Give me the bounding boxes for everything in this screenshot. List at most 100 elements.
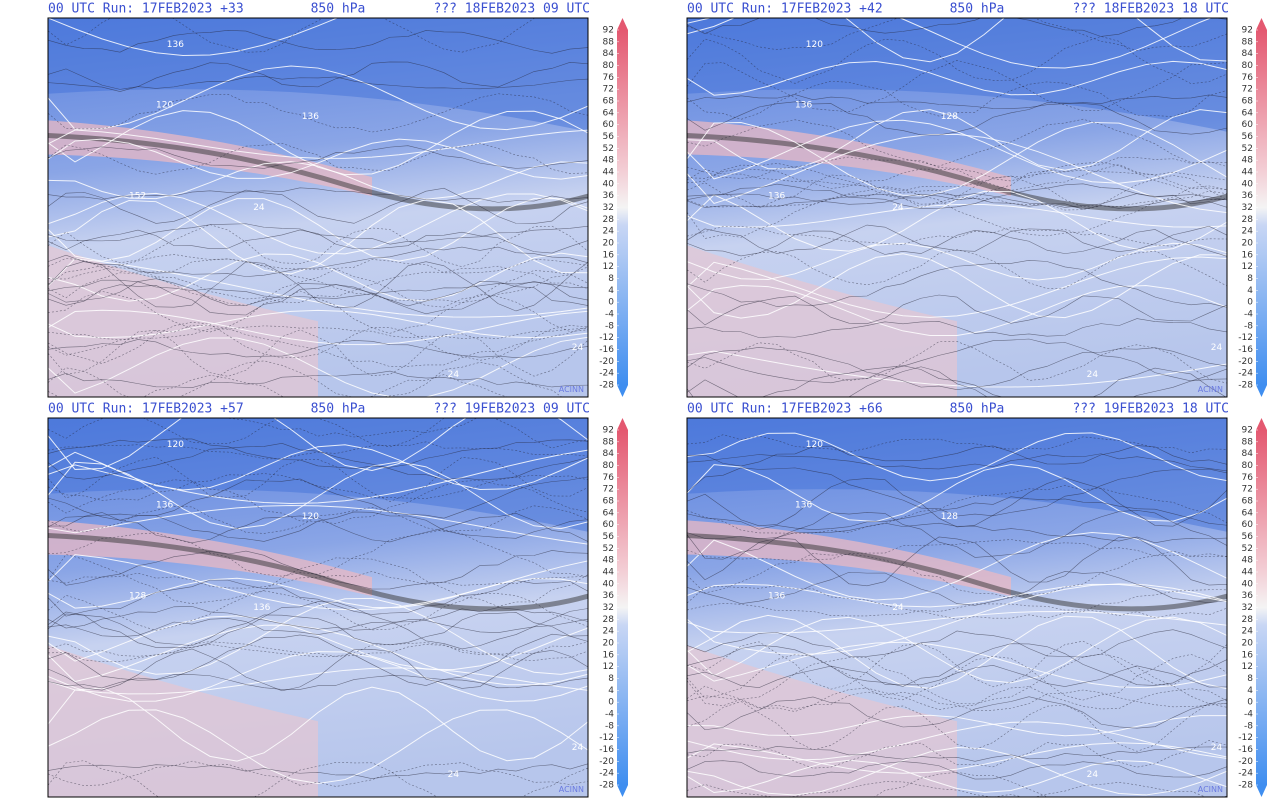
contour-label: 24 <box>1211 743 1223 753</box>
isohypse <box>48 258 588 318</box>
colorbar-label: 48 <box>603 556 615 566</box>
isotherm <box>48 18 537 53</box>
colorbar-label: 24 <box>1242 627 1254 637</box>
isohypse <box>48 554 588 611</box>
colorbar-label: 40 <box>603 179 615 189</box>
colorbar-label: 72 <box>1242 485 1253 495</box>
colorbar-label: -4 <box>605 710 614 720</box>
isotherm <box>687 366 1227 397</box>
map: 120 136 120 128 136 24 24 <box>48 418 588 797</box>
isotherm <box>48 324 588 367</box>
isotherm <box>687 60 1227 113</box>
colorbar-label: -28 <box>599 381 614 391</box>
colorbar-label: 24 <box>1242 227 1254 237</box>
colorbar-label: -20 <box>599 357 614 367</box>
contour-label: 136 <box>795 501 812 511</box>
colorbar-label: 24 <box>603 227 615 237</box>
colorbar-label: 36 <box>1242 591 1254 601</box>
colorbar-label: 64 <box>603 108 615 118</box>
colorbar-label: 48 <box>1242 556 1254 566</box>
colorbar-label: 88 <box>603 37 615 47</box>
isotherm <box>687 740 1227 769</box>
isotherm <box>48 443 588 481</box>
colorbar-label: 76 <box>603 473 615 483</box>
colorbar-label: 28 <box>603 615 615 625</box>
front <box>687 132 1227 212</box>
isotherm <box>48 579 588 617</box>
isotherm <box>48 187 588 203</box>
panel: 00 UTC Run: 17FEB2023 +42 850 hPa ??? 18FE… <box>686 2 1267 398</box>
colorbar-label: 60 <box>603 120 615 130</box>
isohypse <box>687 463 1227 522</box>
colorbar-label: -8 <box>605 321 614 331</box>
isotherm <box>687 229 1227 257</box>
colorbar-label: 76 <box>1242 73 1254 83</box>
isohypse <box>687 133 1227 214</box>
colorbar-label: 40 <box>603 579 615 589</box>
contour-label: 136 <box>156 501 173 511</box>
contour-label: 120 <box>806 40 823 50</box>
isotherm <box>687 193 1227 210</box>
colorbar <box>1256 30 1267 385</box>
contour-label: 24 <box>1087 770 1099 780</box>
isohypse <box>687 610 1227 634</box>
map: 136 120 136 152 24 24 24 <box>48 18 588 397</box>
isotherm <box>48 763 588 779</box>
colorbar-label: 40 <box>1242 579 1254 589</box>
cold-area <box>48 418 588 532</box>
isotherm <box>687 101 1227 136</box>
colorbar-label: -12 <box>599 333 614 343</box>
isotherm <box>48 505 588 534</box>
level-label: 850 hPa <box>950 2 1005 17</box>
colorbar-label: 80 <box>1242 461 1254 471</box>
colorbar-label: 92 <box>1242 426 1253 436</box>
level-label: 850 hPa <box>311 2 366 17</box>
colorbar-label: 92 <box>1242 26 1253 36</box>
colorbar-label: 84 <box>603 49 615 59</box>
map: 120 136 128 136 24 24 24 <box>687 418 1227 797</box>
level-label: 850 hPa <box>950 402 1005 417</box>
colorbar-label: 48 <box>1242 156 1254 166</box>
valid-label: ??? 19FEB2023 09 UTC <box>433 402 590 417</box>
colorbar-label: 92 <box>603 426 614 436</box>
colorbar-label: 8 <box>1247 674 1253 684</box>
colorbar-label: 52 <box>1242 144 1253 154</box>
colorbar-label: 12 <box>603 662 614 672</box>
colorbar-label: 76 <box>1242 473 1254 483</box>
colorbar-label: -28 <box>599 781 614 791</box>
colorbar-label: 56 <box>603 132 615 142</box>
isohypse <box>48 198 588 262</box>
colorbar-label: -4 <box>1244 310 1253 320</box>
colorbar-label: 16 <box>603 650 615 660</box>
isotherm <box>687 653 1227 707</box>
colorbar-label: 68 <box>603 97 615 107</box>
run-label: 00 UTC Run: 17FEB2023 +33 <box>48 2 244 17</box>
isotherm <box>687 445 1227 467</box>
contour-label: 24 <box>572 343 584 353</box>
isohypse <box>48 651 588 702</box>
credit: ACINN <box>559 785 584 794</box>
colorbar-label: 72 <box>1242 85 1253 95</box>
colorbar-label: 64 <box>1242 508 1254 518</box>
isotherm <box>687 224 1227 254</box>
contour-label: 24 <box>892 203 904 213</box>
colorbar-label: 20 <box>603 239 615 249</box>
colorbar-label: -16 <box>1238 745 1253 755</box>
colorbar-label: 0 <box>608 698 614 708</box>
isohypse <box>48 615 588 671</box>
isotherm <box>687 294 1227 326</box>
isotherm <box>48 370 588 388</box>
colorbar-label: -24 <box>599 769 614 779</box>
isohypse <box>48 192 588 255</box>
colorbar-bottom <box>1256 785 1267 797</box>
isohypse <box>48 667 588 695</box>
isotherm <box>687 183 1227 209</box>
isohypse <box>48 110 588 176</box>
isotherm <box>687 226 1227 247</box>
isotherm <box>48 590 588 631</box>
colorbar-label: -28 <box>1238 381 1253 391</box>
colorbar-label: 20 <box>603 639 615 649</box>
colorbar-label: 80 <box>603 461 615 471</box>
isotherm <box>48 93 588 133</box>
warm-area <box>48 245 318 397</box>
